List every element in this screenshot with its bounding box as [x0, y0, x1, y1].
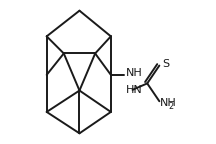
- Text: NH: NH: [160, 98, 177, 108]
- Text: NH: NH: [125, 68, 142, 78]
- Text: HN: HN: [125, 85, 142, 95]
- Text: 2: 2: [168, 102, 173, 111]
- Text: S: S: [162, 59, 169, 69]
